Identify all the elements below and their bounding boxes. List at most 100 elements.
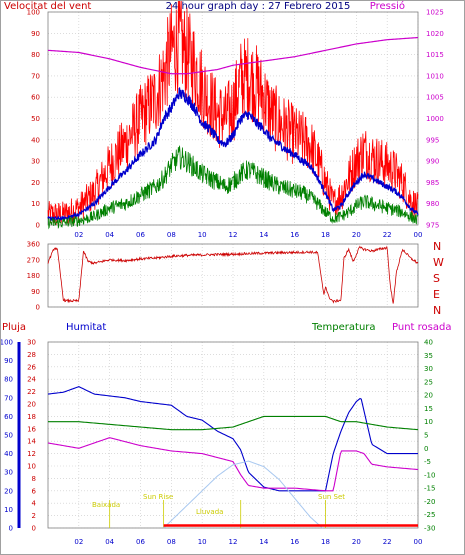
annotation-sun-set: Sun Set (318, 493, 345, 501)
rain-tick-label-2: 4 (32, 500, 37, 508)
wind-x-tick-label-10: 22 (383, 231, 392, 239)
temperature-tick-label-6: 0 (424, 445, 428, 453)
series-line-temperature (48, 415, 419, 431)
humidity-x-tick-label-2: 06 (136, 538, 145, 546)
wind-speed-tick-label-4: 40 (31, 136, 40, 144)
wind-speed-axis-title: Velocitat del vent (4, 1, 91, 12)
humidity-x-tick-label-1: 04 (105, 538, 114, 546)
direction-tick-label-3: 270 (27, 256, 40, 264)
rain-tick-label-12: 24 (27, 376, 36, 384)
series-line-direction (47, 245, 419, 304)
humidity-axis-title: Humitat (66, 322, 106, 333)
wind-title: 24 hour graph day : 27 Febrero 2015 (166, 1, 351, 12)
humidity-x-tick-label-3: 08 (167, 538, 176, 546)
temperature-axis-title: Temperatura (311, 322, 376, 333)
pressure-tick-label-4: 995 (426, 136, 439, 144)
series-line-wind-low (47, 145, 419, 230)
direction-tick-label-0: 0 (36, 304, 40, 312)
temperature-tick-label-14: 40 (424, 339, 433, 347)
pressure-tick-label-10: 1025 (426, 9, 444, 17)
temperature-tick-label-12: 30 (424, 365, 433, 373)
rain-tick-label-15: 30 (27, 339, 36, 347)
humidity-tick-label-0: 0 (9, 525, 13, 533)
temperature-tick-label-3: -15 (424, 485, 435, 493)
wind-x-tick-label-2: 06 (136, 231, 145, 239)
temperature-tick-label-5: -5 (424, 458, 431, 466)
wind-x-tick-label-1: 04 (105, 231, 114, 239)
direction-label-s: S (433, 272, 440, 285)
wind-speed-tick-label-7: 70 (31, 72, 40, 80)
humidity-tick-label-8: 80 (4, 376, 13, 384)
rain-tick-label-5: 10 (27, 463, 36, 471)
wind-speed-tick-label-6: 60 (31, 94, 40, 102)
wind-x-tick-label-5: 12 (229, 231, 238, 239)
wind-x-tick-label-11: 00 (414, 231, 423, 239)
series-line-pressure (47, 36, 419, 75)
humidity-tick-label-7: 70 (4, 394, 13, 402)
direction-label-e: E (433, 288, 440, 301)
wind-speed-tick-label-10: 100 (27, 9, 40, 17)
wind-x-tick-label-0: 02 (74, 231, 83, 239)
direction-tick-label-1: 90 (31, 288, 40, 296)
humidity-x-tick-label-6: 14 (259, 538, 268, 546)
humidity-tick-label-5: 50 (4, 432, 13, 440)
humidity-tick-label-2: 20 (4, 487, 13, 495)
pressure-tick-label-8: 1015 (426, 51, 444, 59)
series-line-humidity (47, 386, 418, 492)
temperature-tick-label-1: -25 (424, 511, 435, 519)
temperature-tick-label-2: -20 (424, 498, 435, 506)
humidity-x-tick-label-5: 12 (229, 538, 238, 546)
rain-tick-label-14: 28 (27, 351, 36, 359)
rain-tick-label-0: 0 (32, 525, 36, 533)
wind-x-tick-label-6: 14 (259, 231, 268, 239)
direction-tick-label-4: 360 (27, 241, 40, 249)
wind-x-tick-label-7: 16 (290, 231, 299, 239)
temperature-tick-label-7: 5 (424, 432, 428, 440)
pressure-tick-label-2: 985 (426, 179, 439, 187)
temperature-tick-label-10: 20 (424, 392, 433, 400)
wind-x-tick-label-8: 18 (321, 231, 330, 239)
humidity-tick-label-10: 100 (0, 339, 13, 347)
wind-speed-tick-label-2: 20 (31, 179, 40, 187)
humidity-x-tick-label-7: 16 (290, 538, 299, 546)
humidity-x-tick-label-9: 20 (352, 538, 361, 546)
rain-tick-label-3: 6 (32, 487, 37, 495)
pressure-tick-label-3: 990 (426, 158, 439, 166)
wind-x-tick-label-9: 20 (352, 231, 361, 239)
temperature-tick-label-4: -10 (424, 471, 435, 479)
temperature-tick-label-13: 35 (424, 352, 433, 360)
series-line-solar (163, 460, 323, 529)
rain-tick-label-13: 26 (27, 363, 36, 371)
humidity-x-tick-label-0: 02 (74, 538, 83, 546)
rain-tick-label-1: 2 (32, 512, 36, 520)
wind-x-tick-label-4: 10 (198, 231, 207, 239)
rain-tick-label-8: 16 (27, 425, 36, 433)
annotation-baixada: Baixada (92, 501, 120, 509)
wind-speed-tick-label-1: 10 (31, 200, 40, 208)
pressure-tick-label-7: 1010 (426, 72, 444, 80)
pressure-axis-title: Pressió (370, 0, 405, 12)
wind-x-tick-label-3: 08 (167, 231, 176, 239)
rain-tick-label-10: 20 (27, 401, 36, 409)
direction-label-n-bottom: N (433, 304, 441, 317)
humidity-tick-label-9: 90 (4, 357, 13, 365)
direction-label-w: W (433, 256, 444, 269)
pressure-tick-label-1: 980 (426, 200, 439, 208)
pressure-tick-label-0: 975 (426, 222, 439, 230)
rain-tick-label-7: 14 (27, 438, 36, 446)
humidity-plot-frame (47, 341, 419, 529)
pressure-tick-label-5: 1000 (426, 115, 444, 123)
wind-plot-frame (47, 11, 419, 226)
dewpoint-axis-title: Punt rosada (392, 322, 451, 333)
temperature-tick-label-11: 25 (424, 378, 433, 386)
humidity-tick-label-4: 40 (4, 450, 13, 458)
direction-plot-frame (47, 243, 419, 308)
rain-tick-label-4: 8 (32, 475, 36, 483)
rain-tick-label-6: 12 (27, 450, 36, 458)
wind-speed-tick-label-5: 50 (31, 115, 40, 123)
humidity-x-tick-label-11: 00 (414, 538, 423, 546)
rain-axis-title: Pluja (2, 322, 26, 333)
